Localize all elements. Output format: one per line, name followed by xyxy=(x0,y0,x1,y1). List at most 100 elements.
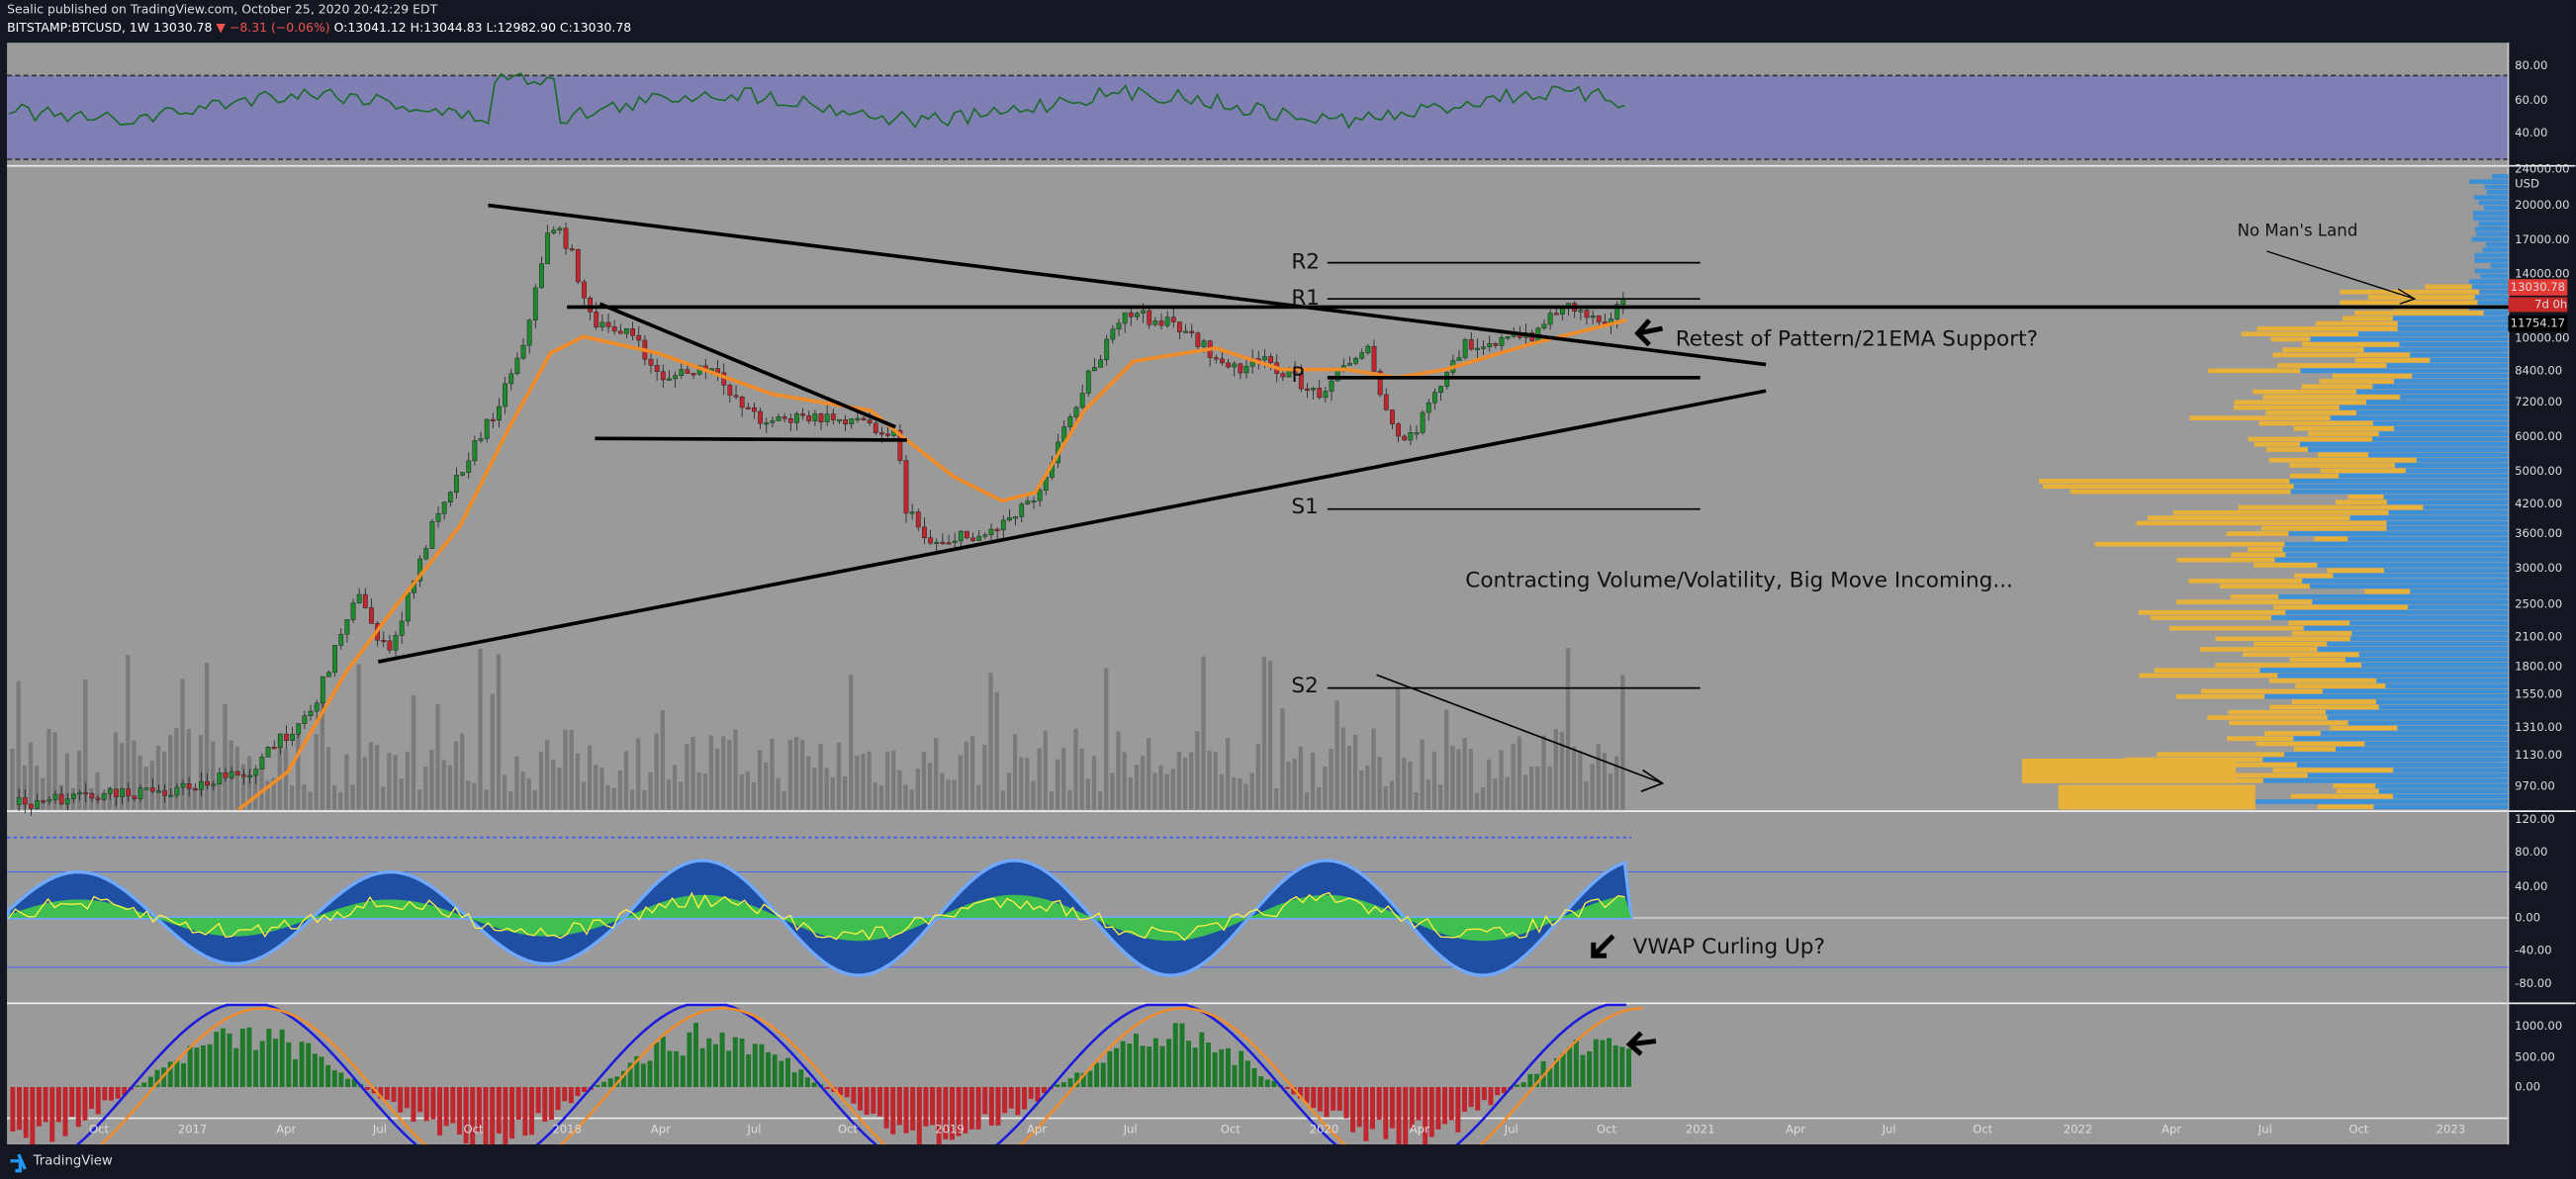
macd-bar xyxy=(49,1087,55,1142)
candle xyxy=(660,371,666,381)
macd-bar xyxy=(1350,1087,1356,1133)
ohlc: O:13041.12 H:13044.83 L:12982.90 C:13030… xyxy=(334,20,632,35)
candle xyxy=(1541,323,1547,329)
volume-bar xyxy=(52,732,57,810)
macd_axis-label: 1000.00 xyxy=(2515,1019,2562,1033)
candle xyxy=(1195,332,1201,347)
macd-bar xyxy=(1403,1087,1409,1149)
volume-bar xyxy=(83,679,88,810)
profile-yellow xyxy=(2254,641,2328,647)
macd-bar xyxy=(950,1087,955,1140)
footer: TradingView xyxy=(33,1154,113,1169)
candle xyxy=(1098,359,1103,368)
macd-bar xyxy=(791,1072,797,1088)
profile-yellow xyxy=(2260,525,2387,531)
profile-yellow xyxy=(2238,504,2424,510)
rsi-band xyxy=(7,75,2509,160)
profile-blue xyxy=(2386,525,2509,531)
candle xyxy=(478,438,484,441)
time-label: 2017 xyxy=(178,1123,208,1136)
volume-bar xyxy=(1334,700,1339,810)
volume-bar xyxy=(909,789,914,810)
profile-blue xyxy=(2373,804,2509,810)
volume-bar xyxy=(878,785,884,810)
volume-bar xyxy=(41,777,46,810)
profile-blue xyxy=(2387,499,2509,505)
price_axis-label: 3000.00 xyxy=(2515,561,2562,575)
macd-bar xyxy=(1461,1087,1467,1112)
profile-blue xyxy=(2490,263,2509,268)
candle xyxy=(435,513,441,522)
candle xyxy=(101,793,107,800)
candle xyxy=(934,541,940,545)
profile-blue xyxy=(2307,772,2509,778)
volume-bar xyxy=(374,745,380,810)
candle xyxy=(1353,358,1358,364)
macd-bar xyxy=(963,1087,968,1134)
volume-bar xyxy=(969,736,975,810)
volume-bar xyxy=(1329,748,1334,810)
volume-bar xyxy=(126,655,131,810)
profile-blue xyxy=(2333,573,2509,579)
candle xyxy=(1177,321,1182,332)
candle xyxy=(1493,343,1499,346)
profile-yellow xyxy=(2150,615,2271,620)
wave_axis-label: 80.00 xyxy=(2515,845,2547,859)
price_axis-label: 8400.00 xyxy=(2515,364,2562,378)
volume-bar xyxy=(435,703,440,810)
macd-bar xyxy=(1114,1047,1120,1088)
volume-bar xyxy=(308,791,313,810)
macd-bar xyxy=(798,1069,804,1088)
time-label: Jul xyxy=(1504,1123,1518,1136)
macd-bar xyxy=(1060,1082,1066,1088)
macd-bar xyxy=(607,1078,613,1088)
candle xyxy=(861,417,867,420)
volume-bar xyxy=(1061,747,1066,810)
macd-bar xyxy=(1035,1087,1041,1102)
profile-blue xyxy=(2317,647,2509,652)
macd-bar xyxy=(595,1084,600,1088)
macd-bar xyxy=(1495,1087,1501,1096)
profile-yellow xyxy=(2301,384,2373,390)
volume-bar xyxy=(891,751,896,810)
macd-bar xyxy=(627,1062,633,1088)
change: ▼ −8.31 (−0.06%) xyxy=(216,20,329,35)
profile-yellow xyxy=(2227,736,2294,742)
profile-blue xyxy=(2285,609,2509,615)
profile-yellow xyxy=(2264,731,2321,736)
level-price: 11754.17 xyxy=(2511,317,2565,330)
profile-yellow xyxy=(2367,295,2475,300)
profile-yellow xyxy=(2157,752,2285,758)
candle xyxy=(1013,516,1018,519)
profile-yellow xyxy=(2332,373,2413,379)
volume-bar xyxy=(976,784,981,810)
candle xyxy=(1584,310,1590,318)
profile-blue xyxy=(2474,295,2509,300)
volume-bar xyxy=(453,741,459,810)
macd-bar xyxy=(1107,1050,1113,1088)
profile-yellow xyxy=(2288,620,2350,626)
volume-bar xyxy=(240,764,246,810)
profile-blue xyxy=(2468,179,2509,184)
macd-bar xyxy=(752,1043,758,1088)
candle xyxy=(1158,320,1164,326)
wave_axis-label: 40.00 xyxy=(2515,879,2547,893)
candle xyxy=(381,640,387,643)
volume-bar xyxy=(496,654,502,810)
volume-bar xyxy=(757,750,763,810)
profile-blue xyxy=(2385,683,2509,688)
macd-bar xyxy=(1008,1087,1014,1109)
profile-blue xyxy=(2483,311,2509,316)
candle xyxy=(994,528,1000,531)
candle xyxy=(758,410,763,424)
profile-blue xyxy=(2254,799,2509,804)
candle xyxy=(514,357,520,375)
candle xyxy=(733,395,739,398)
volume-bar xyxy=(1596,744,1601,810)
candle xyxy=(1414,432,1420,435)
candle xyxy=(715,368,720,374)
volume-bar xyxy=(1522,774,1528,810)
time-label: Apr xyxy=(276,1123,296,1136)
macd-bar xyxy=(936,1087,942,1148)
macd-bar xyxy=(654,1042,660,1088)
